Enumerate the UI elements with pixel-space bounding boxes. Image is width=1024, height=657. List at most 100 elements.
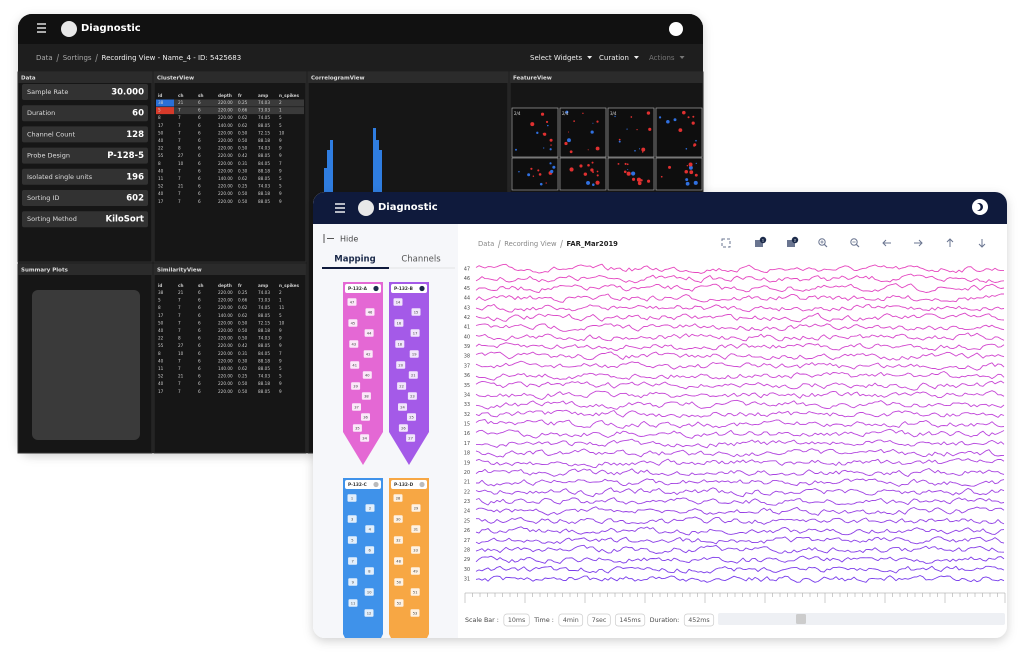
table-cell[interactable]: 6 xyxy=(198,366,201,371)
table-cell[interactable]: 6 xyxy=(198,168,201,173)
table-cell[interactable]: 220.00 xyxy=(218,389,233,394)
table-cell[interactable]: 21 xyxy=(178,290,184,295)
table-cell[interactable]: 7 xyxy=(178,130,181,135)
value-chip[interactable] xyxy=(558,613,584,627)
table-cell[interactable]: 0.62 xyxy=(238,115,248,120)
table-cell[interactable]: 84.05 xyxy=(258,351,270,356)
table-cell[interactable]: 0.30 xyxy=(238,358,248,363)
channel-pad[interactable] xyxy=(365,546,375,554)
channel-pad[interactable] xyxy=(364,567,374,575)
table-cell[interactable]: 220.00 xyxy=(218,138,233,143)
table-cell[interactable]: 220.00 xyxy=(218,305,233,310)
breadcrumb-item[interactable]: Recording View xyxy=(504,240,557,248)
table-cell[interactable]: 6 xyxy=(198,328,201,333)
value-chip[interactable] xyxy=(614,613,646,627)
table-cell[interactable]: 73.03 xyxy=(258,298,270,303)
table-cell[interactable]: 74.05 xyxy=(258,115,270,120)
channel-pad[interactable] xyxy=(364,609,374,617)
channel-pad[interactable] xyxy=(410,609,420,617)
probe-toggle[interactable] xyxy=(419,285,425,292)
table-cell[interactable]: 6 xyxy=(198,313,201,318)
table-cell[interactable]: 6 xyxy=(198,343,201,348)
toolbar-button[interactable] xyxy=(946,238,954,247)
table-cell[interactable]: 9 xyxy=(279,358,282,363)
table-cell[interactable]: 5 xyxy=(158,108,161,113)
channel-pad[interactable] xyxy=(351,382,361,390)
channel-pad[interactable] xyxy=(348,557,358,565)
value-chip[interactable] xyxy=(683,613,715,627)
channel-pad[interactable] xyxy=(365,504,375,512)
scroll-handle[interactable] xyxy=(796,614,806,624)
channel-pad[interactable] xyxy=(409,350,419,358)
table-cell[interactable]: 6 xyxy=(198,161,201,166)
table-cell[interactable]: 74.03 xyxy=(258,336,270,341)
channel-pad[interactable] xyxy=(360,434,370,442)
hide-button[interactable]: Hide xyxy=(340,235,358,244)
table-cell[interactable]: 88.18 xyxy=(258,381,270,386)
channel-pad[interactable] xyxy=(361,413,370,421)
table-cell[interactable]: 0.50 xyxy=(238,138,248,143)
table-cell[interactable]: 140.00 xyxy=(218,366,233,371)
table-cell[interactable]: 220.00 xyxy=(218,320,233,325)
table-cell[interactable]: 40 xyxy=(158,358,164,363)
table-cell[interactable]: 73.03 xyxy=(258,108,270,113)
table-cell[interactable]: 88.18 xyxy=(258,168,270,173)
table-cell[interactable]: 6 xyxy=(198,290,201,295)
table-cell[interactable]: 88.18 xyxy=(258,191,270,196)
table-cell[interactable]: 6 xyxy=(198,130,201,135)
table-cell[interactable]: 8 xyxy=(158,305,161,310)
table-cell[interactable]: 0.50 xyxy=(238,320,248,325)
table-cell[interactable]: 2 xyxy=(279,100,282,105)
table-cell[interactable]: 10 xyxy=(279,320,285,325)
table-cell[interactable]: 5 xyxy=(279,374,282,379)
channel-pad[interactable] xyxy=(350,361,360,369)
table-cell[interactable]: 2 xyxy=(279,290,282,295)
table-cell[interactable]: 0.62 xyxy=(238,305,248,310)
table-cell[interactable]: 0.50 xyxy=(238,130,248,135)
table-cell[interactable]: 40 xyxy=(158,168,164,173)
table-cell[interactable]: 7 xyxy=(178,298,181,303)
table-cell[interactable]: 7 xyxy=(178,138,181,143)
channel-pad[interactable] xyxy=(394,599,404,607)
user-button[interactable] xyxy=(669,22,683,36)
table-cell[interactable]: 7 xyxy=(279,161,282,166)
table-cell[interactable]: 0.50 xyxy=(238,336,248,341)
table-cell[interactable]: 0.42 xyxy=(238,153,248,158)
table-cell[interactable]: 40 xyxy=(158,381,164,386)
table-cell[interactable]: 7 xyxy=(178,176,181,181)
channel-pad[interactable] xyxy=(395,340,405,348)
table-cell[interactable]: 9 xyxy=(279,168,282,173)
table-cell[interactable]: 220.00 xyxy=(218,343,233,348)
table-cell[interactable]: 220.00 xyxy=(218,115,233,120)
table-cell[interactable]: 5 xyxy=(279,176,282,181)
table-cell[interactable]: 220.00 xyxy=(218,146,233,151)
table-cell[interactable]: 9 xyxy=(279,343,282,348)
table-cell[interactable]: 50 xyxy=(158,130,164,135)
table-cell[interactable]: 8 xyxy=(158,115,161,120)
table-cell[interactable]: 88.05 xyxy=(258,199,270,204)
table-cell[interactable]: 6 xyxy=(198,138,201,143)
table-cell[interactable]: 0.50 xyxy=(238,199,248,204)
table-cell[interactable]: 140.00 xyxy=(218,176,233,181)
channel-pad[interactable] xyxy=(394,578,404,586)
menu-item[interactable]: Select Widgets xyxy=(530,54,582,62)
menu-item[interactable]: Actions xyxy=(649,54,675,62)
toolbar-button[interactable] xyxy=(787,240,795,247)
table-cell[interactable]: 7 xyxy=(178,108,181,113)
channel-pad[interactable] xyxy=(347,298,357,306)
channel-pad[interactable] xyxy=(347,515,357,523)
table-cell[interactable]: 7 xyxy=(178,168,181,173)
table-cell[interactable]: 9 xyxy=(279,191,282,196)
table-cell[interactable]: 7 xyxy=(178,305,181,310)
table-cell[interactable]: 11 xyxy=(158,366,164,371)
table-cell[interactable]: 220.00 xyxy=(218,381,233,386)
table-cell[interactable]: 7 xyxy=(178,313,181,318)
channel-pad[interactable] xyxy=(365,308,375,316)
table-cell[interactable]: 220.00 xyxy=(218,130,233,135)
table-cell[interactable]: 84.05 xyxy=(258,161,270,166)
footer-value[interactable]: 452ms xyxy=(688,617,709,624)
table-cell[interactable]: 88.18 xyxy=(258,138,270,143)
tab[interactable]: Channels xyxy=(401,255,441,265)
table-cell[interactable]: 0.66 xyxy=(238,108,248,113)
table-cell[interactable]: 8 xyxy=(178,146,181,151)
